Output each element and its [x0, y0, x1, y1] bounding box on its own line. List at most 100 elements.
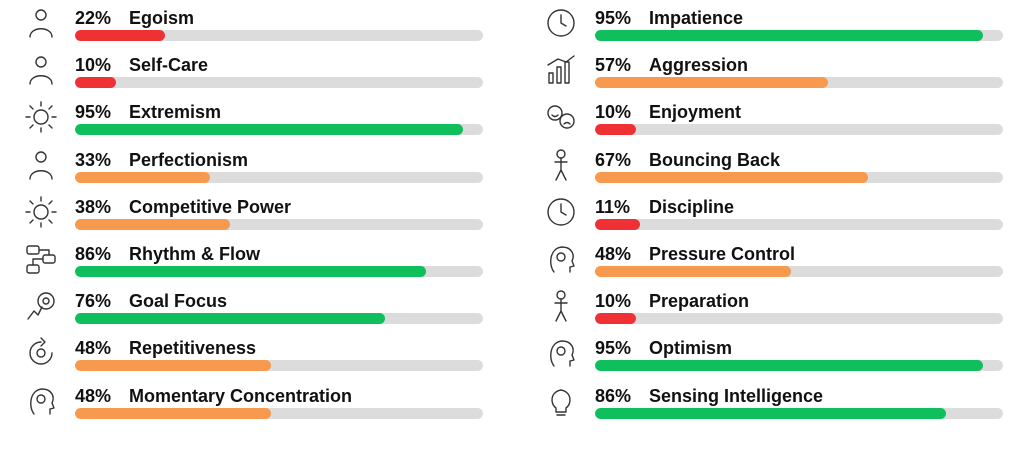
pressure-control-icon: [542, 242, 580, 276]
bar-fill: [595, 30, 983, 41]
aggression-icon: [542, 53, 580, 87]
trait-value-label: 57%: [595, 55, 632, 76]
bar-track: [75, 313, 483, 325]
trait-label: 76% Goal Focus: [75, 290, 227, 312]
trait-label: 95% Impatience: [595, 7, 743, 29]
trait-row: 10% Enjoyment: [540, 94, 1020, 141]
trait-name: Pressure Control: [649, 243, 796, 264]
perfectionism-icon: [22, 148, 60, 182]
left-column: 22% Egoism 10% Self-Care 95% Extremism 33% Perf…: [20, 0, 500, 425]
bar-track: [595, 171, 1003, 183]
bar-fill: [75, 407, 271, 419]
bar-track: [595, 407, 1003, 419]
bar-track: [75, 360, 483, 372]
bar-fill: [595, 265, 791, 277]
bar-fill: [75, 360, 271, 372]
trait-label: 48% Momentary Concentration: [75, 385, 352, 407]
bar-track: [75, 407, 483, 419]
trait-name: Aggression: [649, 55, 749, 76]
trait-label: 95% Optimism: [595, 337, 732, 359]
optimism-icon: [542, 336, 580, 370]
discipline-icon: [542, 195, 580, 229]
trait-name: Momentary Concentration: [129, 385, 353, 406]
trait-label: 48% Pressure Control: [595, 243, 795, 265]
competitive-power-icon: [22, 195, 60, 229]
goal-focus-icon: [22, 289, 60, 323]
trait-label: 33% Perfectionism: [75, 149, 248, 171]
trait-name: Self-Care: [129, 55, 209, 76]
trait-row: 48% Momentary Concentration: [20, 378, 500, 425]
bar-fill: [75, 30, 165, 41]
trait-label: 10% Self-Care: [75, 54, 208, 76]
trait-row: 57% Aggression: [540, 47, 1020, 94]
bar-fill: [75, 218, 231, 230]
trait-row: 38% Competitive Power: [20, 189, 500, 236]
trait-name: Enjoyment: [649, 102, 742, 123]
trait-row: 22% Egoism: [20, 0, 500, 47]
self-care-icon: [22, 53, 60, 87]
trait-value-label: 10%: [595, 102, 632, 123]
trait-value-label: 48%: [595, 243, 632, 264]
trait-label: 10% Preparation: [595, 290, 749, 312]
trait-row: 48% Repetitiveness: [20, 330, 500, 377]
bar-track: [75, 124, 483, 136]
right-column: 95% Impatience 57% Aggression 10% Enjoyment 67…: [540, 0, 1020, 425]
trait-value-label: 95%: [595, 338, 632, 359]
trait-value-label: 22%: [75, 8, 112, 28]
egoism-icon: [22, 6, 60, 40]
bar-track: [595, 313, 1003, 325]
trait-name: Discipline: [649, 196, 735, 217]
trait-value-label: 11%: [595, 196, 631, 217]
trait-row: 76% Goal Focus: [20, 283, 500, 330]
trait-value-label: 95%: [595, 8, 632, 28]
concentration-icon: [22, 384, 60, 418]
rhythm-flow-icon: [22, 242, 60, 276]
trait-name: Extremism: [129, 102, 222, 123]
bouncing-back-icon: [542, 148, 580, 182]
trait-label: 86% Sensing Intelligence: [595, 385, 823, 407]
trait-value-label: 86%: [75, 243, 112, 264]
trait-name: Rhythm & Flow: [129, 243, 260, 264]
preparation-icon: [542, 289, 580, 323]
trait-label: 86% Rhythm & Flow: [75, 243, 260, 265]
trait-row: 67% Bouncing Back: [540, 142, 1020, 189]
repetitiveness-icon: [22, 336, 60, 370]
trait-name: Preparation: [649, 291, 750, 312]
trait-name: Egoism: [129, 8, 195, 28]
trait-row: 48% Pressure Control: [540, 236, 1020, 283]
trait-label: 67% Bouncing Back: [595, 149, 780, 171]
bar-track: [595, 124, 1003, 136]
trait-label: 11% Discipline: [595, 196, 734, 218]
trait-row: 95% Optimism: [540, 330, 1020, 377]
trait-value-label: 48%: [75, 338, 112, 359]
trait-name: Perfectionism: [129, 149, 249, 170]
trait-value-label: 95%: [75, 102, 112, 123]
trait-row: 95% Extremism: [20, 94, 500, 141]
trait-name: Repetitiveness: [129, 338, 257, 359]
bar-track: [595, 77, 1003, 89]
bar-track: [75, 218, 483, 230]
impatience-icon: [542, 6, 580, 40]
trait-name: Sensing Intelligence: [649, 385, 824, 406]
sensing-intelligence-icon: [542, 384, 580, 418]
trait-name: Impatience: [649, 8, 744, 28]
bar-fill: [75, 77, 116, 89]
bar-track: [595, 360, 1003, 372]
bar-track: [75, 171, 483, 183]
trait-label: 48% Repetitiveness: [75, 337, 256, 359]
bar-track: [595, 30, 1003, 41]
bar-fill: [75, 171, 210, 183]
trait-value-label: 67%: [595, 149, 632, 170]
trait-value-label: 48%: [75, 385, 112, 406]
trait-value-label: 10%: [595, 291, 632, 312]
trait-name: Goal Focus: [129, 291, 228, 312]
bar-fill: [75, 124, 463, 136]
enjoyment-icon: [542, 100, 580, 134]
trait-label: 22% Egoism: [75, 7, 194, 29]
bar-track: [75, 265, 483, 277]
trait-value-label: 33%: [75, 149, 112, 170]
trait-row: 86% Sensing Intelligence: [540, 378, 1020, 425]
trait-name: Bouncing Back: [649, 149, 781, 170]
trait-label: 38% Competitive Power: [75, 196, 291, 218]
bar-fill: [595, 218, 640, 230]
